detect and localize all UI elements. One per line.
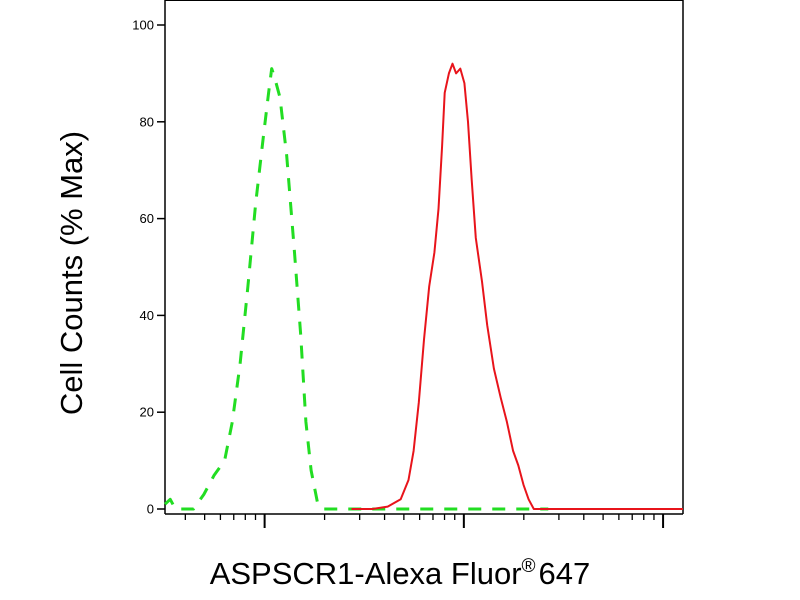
plot-frame [164,0,684,515]
y-tick-label-60: 60 [140,211,154,226]
x-axis-title-suffix: 647 [538,556,591,591]
y-tick-label-100: 100 [132,18,154,33]
x-axis-title: ASPSCR1-Alexa Fluor®647 [0,556,800,592]
series-layer [163,62,683,511]
y-axis-title: Cell Counts (% Max) [54,131,89,415]
registered-mark: ® [521,556,536,577]
series-line-1 [163,67,549,511]
y-tick-label-80: 80 [140,114,154,129]
series-line-2 [351,62,683,510]
y-axis: 0 20 40 60 80 100 [132,18,165,517]
y-tick-label-0: 0 [147,502,154,517]
y-tick-label-40: 40 [140,308,154,323]
x-axis [184,514,665,528]
y-tick-label-20: 20 [140,405,154,420]
x-axis-title-main: ASPSCR1-Alexa Fluor [209,556,522,591]
